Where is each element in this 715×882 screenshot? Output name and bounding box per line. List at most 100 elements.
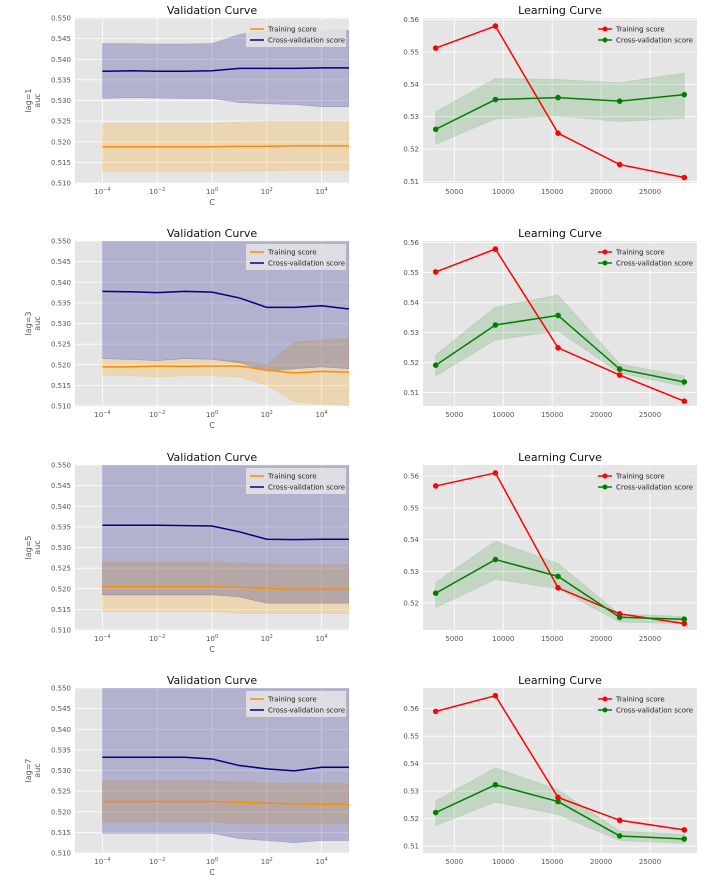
data-point bbox=[681, 379, 688, 385]
data-point bbox=[616, 833, 623, 839]
y-tick-label: 0.55 bbox=[403, 269, 419, 277]
legend-marker bbox=[602, 473, 608, 479]
legend-marker bbox=[602, 484, 608, 490]
x-tick-label: 10−4 bbox=[94, 187, 110, 196]
y-tick-label: 0.53 bbox=[403, 788, 419, 796]
data-point bbox=[681, 827, 688, 833]
x-tick-label: 20000 bbox=[590, 411, 612, 419]
y-tick-label: 0.55 bbox=[403, 48, 419, 56]
y-axis-label: auc bbox=[33, 93, 42, 107]
y-tick-label: 0.530 bbox=[51, 544, 71, 552]
y-axis-label: auc bbox=[33, 316, 42, 330]
legend-box bbox=[246, 691, 346, 717]
x-tick-label: 15000 bbox=[541, 188, 563, 196]
x-tick-label: 25000 bbox=[639, 411, 661, 419]
x-tick-label: 5000 bbox=[445, 858, 463, 866]
data-point bbox=[492, 556, 499, 563]
series-line bbox=[102, 67, 349, 72]
data-point bbox=[555, 345, 561, 351]
x-tick-label: 100 bbox=[206, 857, 218, 866]
data-point bbox=[432, 590, 439, 596]
y-tick-label: 0.540 bbox=[51, 279, 71, 287]
legend-label: Training score bbox=[615, 696, 665, 704]
x-tick-label: 10−2 bbox=[149, 857, 165, 866]
x-tick-label: 10−4 bbox=[94, 410, 110, 419]
legend-box bbox=[594, 244, 694, 270]
y-tick-label: 0.51 bbox=[403, 389, 419, 397]
chart-title: Learning Curve bbox=[518, 451, 602, 464]
confidence-band bbox=[102, 241, 349, 372]
x-tick-label: 10000 bbox=[492, 858, 514, 866]
chart-title: Validation Curve bbox=[167, 4, 257, 17]
x-tick-label: 100 bbox=[206, 634, 218, 643]
legend-box bbox=[594, 691, 694, 717]
y-tick-label: 0.525 bbox=[51, 788, 71, 796]
chart-title: Learning Curve bbox=[518, 674, 602, 687]
y-axis-label: lag=7 bbox=[24, 759, 33, 783]
data-point bbox=[492, 470, 499, 476]
x-axis-label: C bbox=[209, 198, 215, 207]
y-tick-label: 0.53 bbox=[403, 329, 419, 337]
data-point bbox=[432, 809, 439, 816]
y-tick-label: 0.54 bbox=[403, 760, 419, 768]
x-tick-label: 104 bbox=[316, 857, 328, 866]
y-tick-label: 0.54 bbox=[403, 81, 419, 89]
legend-label: Cross-validation score bbox=[616, 37, 693, 45]
legend-label: Cross-validation score bbox=[268, 707, 345, 715]
x-tick-label: 5000 bbox=[445, 188, 463, 196]
data-point bbox=[555, 130, 561, 136]
y-tick-label: 0.51 bbox=[403, 843, 419, 851]
legend-marker bbox=[602, 696, 608, 702]
y-axis-label: auc bbox=[33, 540, 42, 554]
y-axis-label: lag=3 bbox=[24, 312, 33, 336]
y-tick-label: 0.520 bbox=[51, 138, 71, 146]
y-tick-label: 0.525 bbox=[51, 341, 71, 349]
data-point bbox=[432, 45, 439, 51]
y-tick-label: 0.510 bbox=[51, 850, 71, 858]
x-tick-label: 10−2 bbox=[149, 410, 165, 419]
legend-label: Cross-validation score bbox=[268, 484, 345, 492]
y-tick-label: 0.535 bbox=[51, 76, 71, 84]
data-point bbox=[555, 573, 561, 580]
x-tick-label: 15000 bbox=[541, 411, 563, 419]
y-tick-label: 0.535 bbox=[51, 523, 71, 531]
y-tick-label: 0.525 bbox=[51, 118, 71, 126]
y-tick-label: 0.550 bbox=[51, 15, 71, 23]
data-point bbox=[616, 614, 623, 621]
x-tick-label: 10000 bbox=[492, 188, 514, 196]
y-tick-label: 0.550 bbox=[51, 238, 71, 246]
series-line bbox=[102, 585, 349, 590]
data-point bbox=[432, 362, 439, 369]
chart-panel-4: 0.51 0.52 0.53 0.54 0.55 0.56 5000 10000 15000 20… bbox=[403, 227, 697, 419]
data-point bbox=[616, 98, 623, 104]
y-tick-label: 0.545 bbox=[51, 705, 71, 713]
x-tick-label: 10000 bbox=[492, 635, 514, 643]
data-point bbox=[492, 322, 499, 328]
y-tick-label: 0.515 bbox=[51, 382, 71, 390]
x-axis-label: C bbox=[209, 868, 215, 877]
x-tick-label: 25000 bbox=[639, 188, 661, 196]
legend-label: Training score bbox=[267, 696, 317, 704]
y-tick-label: 0.54 bbox=[403, 536, 419, 544]
series-line bbox=[102, 800, 349, 806]
x-tick-label: 102 bbox=[261, 857, 273, 866]
legend-label: Cross-validation score bbox=[616, 707, 693, 715]
legend-label: Training score bbox=[615, 249, 665, 257]
data-point bbox=[681, 616, 688, 623]
series-group bbox=[102, 241, 349, 406]
legend-marker bbox=[602, 707, 608, 713]
legend-label: Training score bbox=[267, 26, 317, 34]
x-tick-label: 15000 bbox=[541, 635, 563, 643]
chart-title: Learning Curve bbox=[518, 227, 602, 240]
y-tick-label: 0.53 bbox=[403, 568, 419, 576]
y-tick-label: 0.51 bbox=[403, 178, 419, 186]
y-tick-label: 0.545 bbox=[51, 258, 71, 266]
x-tick-label: 15000 bbox=[541, 858, 563, 866]
data-point bbox=[432, 269, 439, 275]
data-point bbox=[616, 817, 623, 824]
y-tick-label: 0.525 bbox=[51, 565, 71, 573]
y-tick-label: 0.515 bbox=[51, 606, 71, 614]
legend-marker bbox=[602, 249, 608, 255]
y-tick-label: 0.56 bbox=[403, 16, 419, 24]
y-tick-label: 0.535 bbox=[51, 746, 71, 754]
